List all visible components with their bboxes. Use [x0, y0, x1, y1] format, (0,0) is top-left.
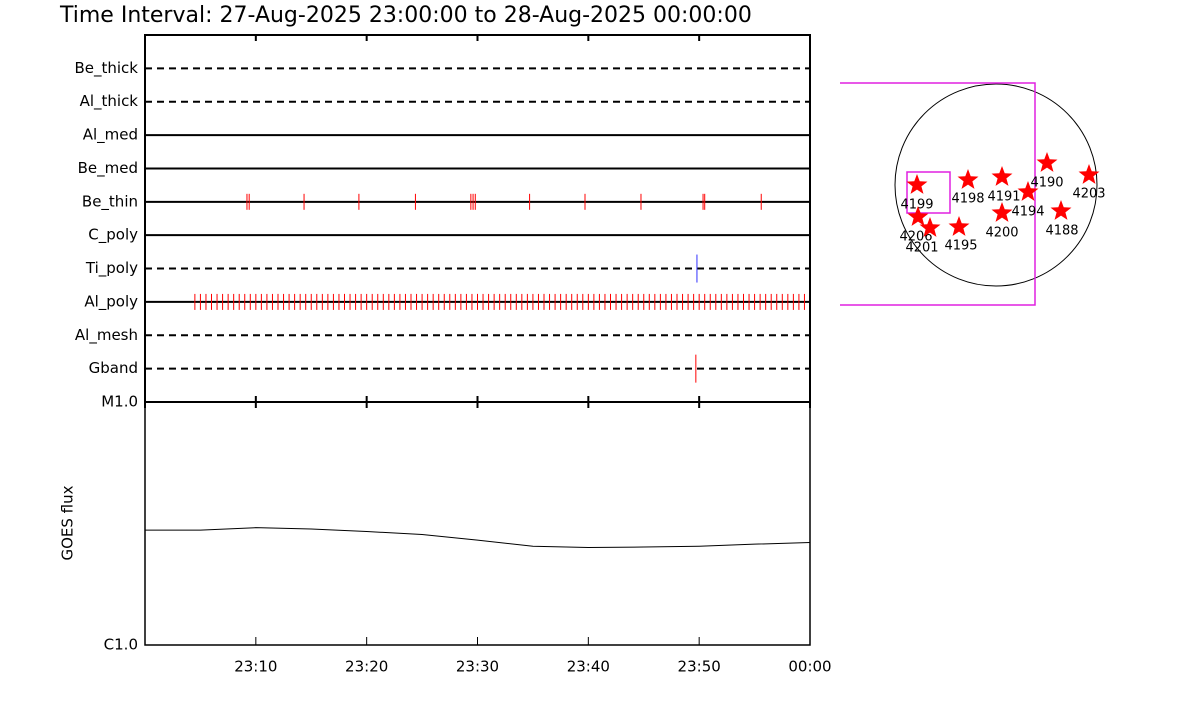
flux-line [145, 527, 811, 548]
region-label: 4191 [987, 190, 1020, 205]
region-label: 4194 [1011, 205, 1044, 220]
y-axis-label: GOES flux [59, 485, 77, 560]
region-star [1078, 164, 1100, 184]
region-star [948, 216, 970, 236]
region-star [906, 174, 928, 194]
row-label: Al_mesh [75, 326, 138, 345]
row-label: Be_thin [82, 192, 138, 211]
region-star [1017, 181, 1039, 201]
row-label: Al_med [83, 126, 138, 145]
row-label: C_poly [88, 226, 138, 245]
region-label: 4198 [951, 192, 984, 207]
y-tick-label: C1.0 [104, 636, 138, 654]
x-tick-label: 23:50 [678, 658, 721, 676]
region-star [1050, 200, 1072, 220]
row-label: Be_med [78, 159, 138, 178]
row-label: Al_thick [80, 92, 139, 111]
region-label: 4203 [1072, 187, 1105, 202]
region-label: 4200 [985, 226, 1018, 241]
chart-title: Time Interval: 27-Aug-2025 23:00:00 to 2… [59, 3, 752, 28]
fov-small [906, 171, 951, 214]
row-label: Gband [89, 359, 138, 377]
row-label: Be_thick [74, 59, 138, 78]
region-star [919, 217, 941, 237]
bottom-frame [144, 401, 811, 646]
x-tick-label: 00:00 [788, 658, 831, 676]
sun-disk [894, 83, 1098, 287]
region-label: 4206 [899, 230, 932, 245]
x-tick-label: 23:30 [456, 658, 499, 676]
region-star [991, 202, 1013, 222]
region-label: 4201 [905, 241, 938, 256]
region-label: 4199 [900, 198, 933, 213]
region-label: 4190 [1030, 176, 1063, 191]
x-tick-label: 23:40 [567, 658, 610, 676]
region-star [957, 169, 979, 189]
row-label: Al_poly [84, 292, 138, 311]
y-tick-label: M1.0 [101, 393, 138, 411]
fov-box [840, 82, 1036, 306]
x-tick-label: 23:10 [234, 658, 277, 676]
region-label: 4195 [944, 239, 977, 254]
x-tick-label: 23:20 [345, 658, 388, 676]
region-star [907, 206, 929, 226]
row-label: Ti_poly [85, 259, 138, 278]
region-star [991, 166, 1013, 186]
region-star [1036, 152, 1058, 172]
top-frame [144, 34, 811, 403]
region-label: 4188 [1045, 224, 1078, 239]
